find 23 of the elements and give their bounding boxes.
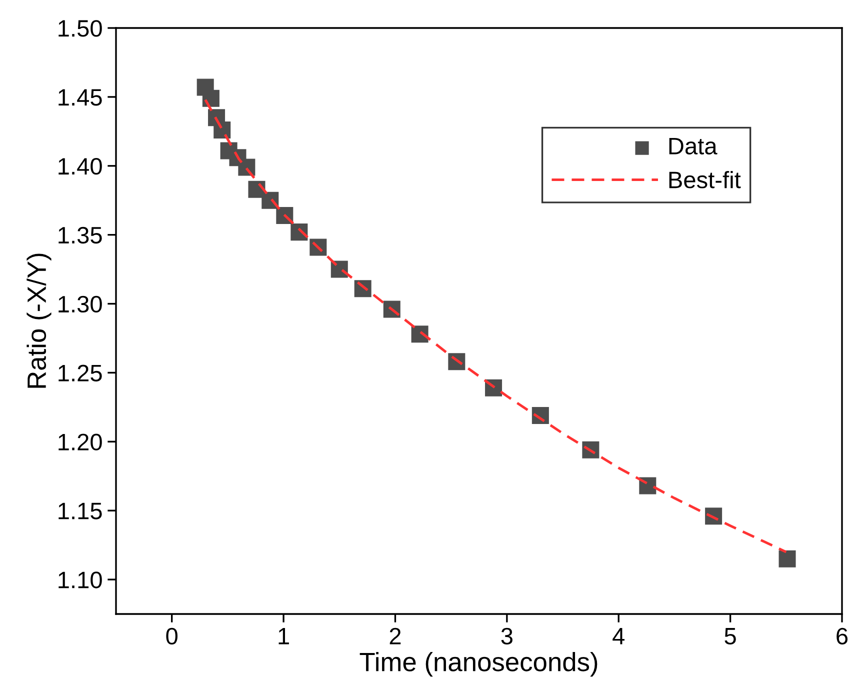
- point: [778, 550, 796, 568]
- y-tick-label: 1.20: [58, 434, 102, 450]
- legend-label: Best-fit: [669, 170, 741, 188]
- x-tick-label: 1: [278, 628, 289, 644]
- point: [202, 90, 220, 107]
- x-tick-label: 4: [612, 628, 624, 644]
- point: [639, 477, 656, 494]
- x-tick-label: 2: [390, 628, 401, 644]
- y-tick-label: 1.30: [58, 296, 102, 313]
- y-tick-label: 1.10: [58, 572, 102, 588]
- y-tick-label: 1.25: [58, 364, 102, 382]
- x-axis-title: Time (nanoseconds): [360, 652, 598, 677]
- y-axis-title: Ratio (-X/Y): [26, 254, 52, 388]
- y-tick-label: 1.35: [58, 226, 102, 244]
- y-tick-label: 1.15: [58, 502, 102, 520]
- legend-label: Data: [669, 138, 718, 154]
- y-tick-label: 1.50: [58, 20, 102, 37]
- x-tick-label: 3: [501, 628, 512, 645]
- x-tick-label: 5: [724, 628, 736, 645]
- y-tick-label: 1.40: [58, 158, 102, 175]
- x-tick-label: 0: [166, 628, 178, 645]
- y-tick-label: 1.45: [58, 89, 102, 106]
- x-tick-label: 6: [836, 628, 848, 645]
